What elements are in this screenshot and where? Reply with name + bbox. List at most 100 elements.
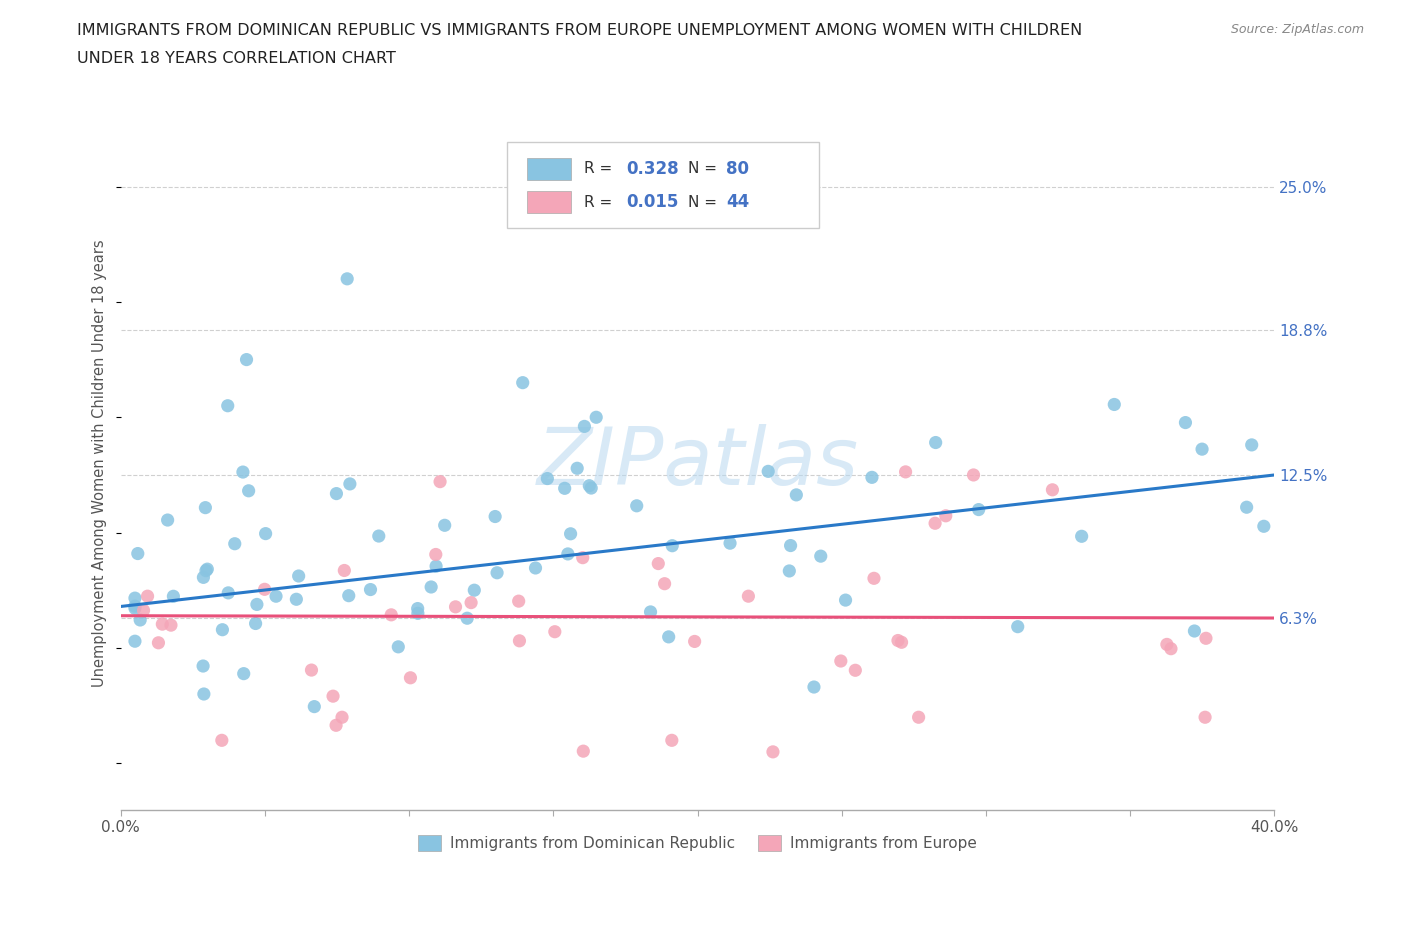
Point [456, 611, 478, 626]
Point [1195, 631, 1218, 645]
Y-axis label: Unemployment Among Women with Children Under 18 years: Unemployment Among Women with Children U… [93, 240, 107, 687]
Point [238, 484, 260, 498]
Point [460, 595, 482, 610]
Point [737, 589, 759, 604]
Point [367, 528, 389, 543]
Point [890, 635, 912, 650]
Text: 44: 44 [727, 193, 749, 211]
Point [330, 710, 353, 724]
Point [193, 570, 215, 585]
Point [907, 710, 929, 724]
Point [962, 468, 984, 483]
Point [232, 666, 254, 681]
Point [387, 640, 409, 655]
Point [778, 564, 800, 578]
Point [463, 583, 485, 598]
Point [661, 733, 683, 748]
Point [579, 481, 602, 496]
Point [1156, 637, 1178, 652]
Point [567, 461, 589, 476]
Point [718, 536, 741, 551]
Point [1174, 415, 1197, 430]
Point [406, 605, 429, 620]
Point [232, 465, 254, 480]
Point [301, 663, 323, 678]
Point [560, 526, 582, 541]
Point [191, 658, 214, 673]
Point [626, 498, 648, 513]
Point [557, 547, 579, 562]
Text: 0.328: 0.328 [626, 160, 679, 178]
Point [322, 689, 344, 704]
Point [127, 546, 149, 561]
Point [253, 582, 276, 597]
Point [863, 571, 886, 586]
Point [333, 563, 356, 578]
Point [132, 603, 155, 618]
Point [136, 589, 159, 604]
Point [217, 585, 239, 600]
Point [124, 601, 146, 616]
Point [124, 599, 146, 614]
Point [211, 622, 233, 637]
Point [830, 654, 852, 669]
Point [508, 593, 530, 608]
Text: R =: R = [585, 162, 617, 177]
Point [967, 502, 990, 517]
Point [1104, 397, 1126, 412]
Point [834, 592, 856, 607]
Point [860, 470, 883, 485]
Point [1253, 519, 1275, 534]
Point [360, 582, 382, 597]
Point [325, 486, 347, 501]
Point [287, 568, 309, 583]
Point [1191, 442, 1213, 457]
Point [935, 509, 957, 524]
Point [1240, 437, 1263, 452]
Point [337, 589, 360, 604]
Point [148, 635, 170, 650]
Text: 80: 80 [727, 160, 749, 178]
Text: N =: N = [689, 194, 723, 210]
Point [512, 375, 534, 390]
Point [193, 686, 215, 701]
Point [924, 516, 946, 531]
Point [524, 561, 547, 576]
Point [887, 633, 910, 648]
Text: 0.015: 0.015 [626, 193, 678, 211]
FancyBboxPatch shape [508, 141, 818, 228]
Point [756, 464, 779, 479]
Point [536, 472, 558, 486]
Point [654, 577, 676, 591]
Point [658, 630, 681, 644]
Point [194, 500, 217, 515]
FancyBboxPatch shape [527, 158, 571, 179]
Point [803, 680, 825, 695]
Point [195, 562, 218, 577]
Point [406, 601, 429, 616]
Point [486, 565, 509, 580]
Point [1042, 483, 1064, 498]
Point [844, 663, 866, 678]
Point [224, 537, 246, 551]
Point [246, 597, 269, 612]
Point [160, 618, 183, 632]
Point [762, 744, 785, 759]
Point [484, 509, 506, 524]
Point [574, 418, 596, 433]
Point [640, 604, 662, 619]
Text: N =: N = [689, 162, 723, 177]
Text: UNDER 18 YEARS CORRELATION CHART: UNDER 18 YEARS CORRELATION CHART [77, 51, 396, 66]
Point [429, 474, 451, 489]
Point [156, 512, 179, 527]
Point [425, 547, 447, 562]
Point [779, 538, 801, 553]
Point [129, 613, 152, 628]
Point [1194, 710, 1216, 724]
Point [285, 591, 308, 606]
Point [647, 556, 669, 571]
Point [444, 600, 467, 615]
Point [1236, 499, 1258, 514]
Point [235, 352, 257, 367]
Point [544, 624, 567, 639]
